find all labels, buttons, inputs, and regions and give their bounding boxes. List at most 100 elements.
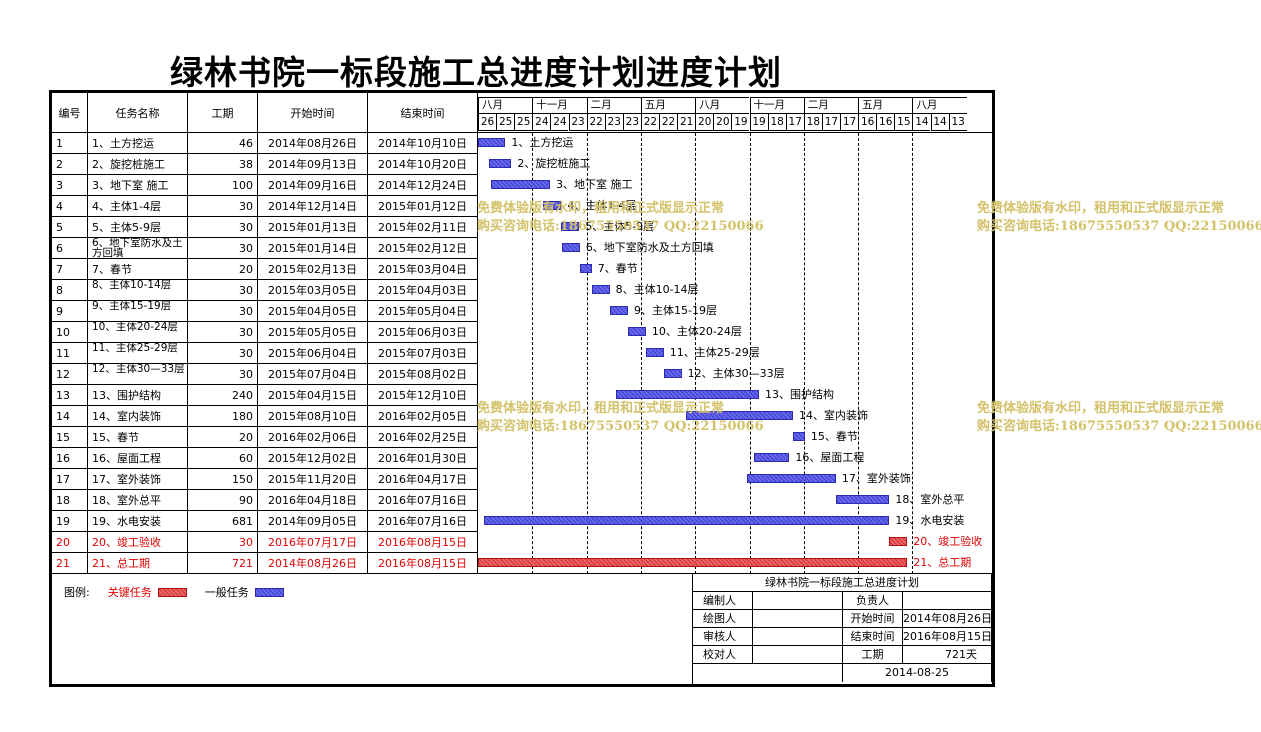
gantt-bar-label: 1、土方挖运 [511, 136, 574, 149]
gantt-bar[interactable] [488, 159, 512, 168]
cell-end: 2014年12月24日 [368, 175, 478, 196]
cell-duration: 721 [188, 553, 258, 574]
timeline-day: 16 [876, 114, 895, 131]
timeline-month: 十一月 [532, 97, 587, 114]
legend-critical-label: 关键任务 [107, 586, 152, 599]
watermark-1-line2: 购买咨询电话:18675550537 QQ:22150066 [477, 219, 764, 234]
watermark-4-line2: 购买咨询电话:18675550537 QQ:22150066 [977, 419, 1261, 434]
cell-end: 2015年03月04日 [368, 259, 478, 280]
cell-start: 2014年08月26日 [258, 133, 368, 154]
cell-id: 20 [52, 532, 88, 553]
info-title: 绿林书院一标段施工总进度计划 [693, 574, 992, 592]
cell-end: 2015年02月11日 [368, 217, 478, 238]
table-row: 8 8、主体10-14层 30 2015年03月05日 2015年04月03日 [52, 280, 478, 301]
timeline-month: 二月 [586, 97, 641, 114]
info-manager-label: 负责人 [843, 592, 903, 610]
gantt-bar[interactable] [645, 348, 664, 357]
gantt-bar-label: 13、围护结构 [765, 388, 835, 401]
timeline-day: 25 [496, 114, 515, 131]
cell-id: 17 [52, 469, 88, 490]
gantt-bar[interactable] [753, 453, 790, 462]
timeline-month: 八月 [478, 97, 533, 114]
cell-end: 2016年07月16日 [368, 490, 478, 511]
cell-name: 5、主体5-9层 [88, 217, 188, 238]
table-row: 2 2、旋挖桩施工 38 2014年09月13日 2014年10月20日 [52, 154, 478, 175]
timeline-day: 23 [568, 114, 587, 131]
cell-duration: 20 [188, 259, 258, 280]
timeline-month: 十一月 [749, 97, 804, 114]
gantt-bar[interactable] [610, 306, 629, 315]
cell-id: 7 [52, 259, 88, 280]
timeline-day: 22 [659, 114, 678, 131]
gantt-bar[interactable] [579, 264, 592, 273]
cell-id: 14 [52, 406, 88, 427]
cell-start: 2016年07月17日 [258, 532, 368, 553]
gantt-bar-label: 19、水电安装 [895, 514, 965, 527]
info-date: 2014-08-25 [843, 664, 992, 682]
gantt-bar[interactable] [561, 222, 580, 231]
gantt-bar[interactable] [543, 201, 562, 210]
gantt-bar[interactable] [591, 285, 610, 294]
cell-start: 2015年05月05日 [258, 322, 368, 343]
gantt-bar[interactable] [663, 369, 682, 378]
table-row: 13 13、围护结构 240 2015年04月15日 2015年12月10日 [52, 385, 478, 406]
gantt-bar-label: 8、主体10-14层 [615, 283, 699, 296]
cell-start: 2016年04月18日 [258, 490, 368, 511]
cell-id: 15 [52, 427, 88, 448]
cell-end: 2015年02月12日 [368, 238, 478, 259]
info-end-label: 结束时间 [843, 628, 903, 646]
cell-id: 12 [52, 364, 88, 385]
gantt-bar-label: 7、春节 [597, 262, 638, 275]
timeline-day: 15 [894, 114, 913, 131]
cell-duration: 30 [188, 280, 258, 301]
gantt-bar[interactable] [483, 516, 890, 525]
gantt-bar[interactable] [685, 411, 793, 420]
cell-id: 13 [52, 385, 88, 406]
timeline-day: 17 [785, 114, 804, 131]
gantt-bar-label: 12、主体30—33层 [687, 367, 785, 380]
table-row: 7 7、春节 20 2015年02月13日 2015年03月04日 [52, 259, 478, 280]
table-row: 11 11、主体25-29层 30 2015年06月04日 2015年07月03日 [52, 343, 478, 364]
grid-line [640, 133, 642, 574]
table-row: 14 14、室内装饰 180 2015年08月10日 2016年02月05日 [52, 406, 478, 427]
gantt-bar[interactable] [889, 537, 908, 546]
gantt-bar[interactable] [616, 390, 760, 399]
cell-end: 2016年02月05日 [368, 406, 478, 427]
cell-end: 2015年12月10日 [368, 385, 478, 406]
cell-end: 2014年10月10日 [368, 133, 478, 154]
legend-normal-swatch [254, 587, 284, 597]
cell-duration: 30 [188, 301, 258, 322]
gantt-bar-label: 2、旋挖桩施工 [517, 157, 591, 170]
cell-end: 2015年04月03日 [368, 280, 478, 301]
timeline-day: 17 [821, 114, 840, 131]
gantt-bar[interactable] [628, 327, 646, 336]
table-row: 3 3、地下室 施工 100 2014年09月16日 2014年12月24日 [52, 175, 478, 196]
timeline-month: 八月 [695, 97, 750, 114]
gantt-bar-label: 21、总工期 [913, 556, 972, 569]
gantt-bar-label: 20、竣工验收 [913, 535, 983, 548]
cell-id: 10 [52, 322, 88, 343]
info-checker-value [753, 646, 843, 664]
cell-name: 4、主体1-4层 [88, 196, 188, 217]
cell-id: 16 [52, 448, 88, 469]
gantt-bar[interactable] [490, 180, 551, 189]
cell-start: 2014年09月05日 [258, 511, 368, 532]
cell-end: 2016年08月15日 [368, 553, 478, 574]
gantt-bar[interactable] [478, 138, 506, 147]
timeline-day: 17 [840, 114, 859, 131]
gantt-bar-label: 17、室外装饰 [841, 472, 911, 485]
info-checker-label: 校对人 [693, 646, 753, 664]
gantt-bar[interactable] [792, 432, 805, 441]
gantt-bar-label: 5、主体5-9层 [585, 220, 655, 233]
gantt-bar[interactable] [478, 558, 908, 567]
gantt-bar[interactable] [835, 495, 890, 504]
gantt-bar[interactable] [746, 474, 836, 483]
timeline-month: 五月 [858, 97, 913, 114]
gantt-bar[interactable] [561, 243, 580, 252]
watermark-3-line1: 免费体验版有水印，租用和正式版显示正常 [477, 401, 725, 416]
timeline-day: 23 [604, 114, 623, 131]
legend-label: 图例: [64, 586, 90, 599]
watermark-1-line1: 免费体验版有水印，租用和正式版显示正常 [477, 201, 725, 216]
watermark-2-line1: 免费体验版有水印，租用和正式版显示正常 [977, 201, 1225, 216]
watermark-3-line2: 购买咨询电话:18675550537 QQ:22150066 [477, 419, 764, 434]
